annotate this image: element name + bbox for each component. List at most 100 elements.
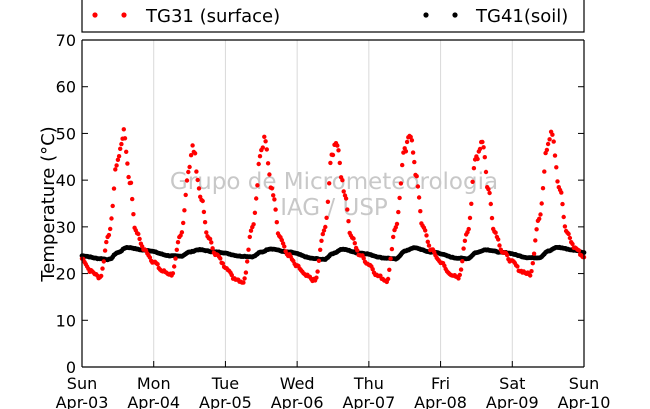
- watermark-line-1: Grupo de Micrometeorologia: [170, 169, 498, 195]
- x-tick-date-label: Apr-07: [342, 393, 395, 409]
- data-point: [409, 138, 415, 143]
- x-tick-day-label: Sun: [67, 374, 97, 393]
- data-point: [114, 163, 119, 168]
- watermark: Grupo de Micrometeorologia IAG / USP: [170, 169, 498, 221]
- data-point: [263, 139, 268, 144]
- data-point: [393, 225, 398, 230]
- data-point: [561, 214, 566, 220]
- data-point: [102, 248, 108, 253]
- data-point: [475, 156, 480, 162]
- data-point: [111, 186, 117, 191]
- data-point: [335, 143, 340, 148]
- data-point: [397, 195, 402, 201]
- data-point: [477, 146, 483, 152]
- data-point: [245, 259, 250, 264]
- data-point: [336, 148, 341, 153]
- legend-label-tg41: TG41(soil): [475, 6, 568, 27]
- data-point: [576, 248, 582, 253]
- data-point: [241, 280, 246, 285]
- data-point: [125, 161, 130, 166]
- data-point: [529, 269, 534, 274]
- data-point: [327, 181, 332, 186]
- legend-marker-tg31: [121, 12, 127, 18]
- data-point: [173, 256, 178, 261]
- data-point: [257, 154, 263, 159]
- data-point: [481, 145, 486, 150]
- data-point: [267, 172, 272, 177]
- data-point: [559, 190, 564, 195]
- data-point: [204, 230, 209, 235]
- data-point: [423, 228, 428, 233]
- data-point: [385, 276, 391, 282]
- data-point: [414, 174, 419, 179]
- data-point: [461, 246, 466, 251]
- data-point: [567, 235, 573, 241]
- y-tick-label: 10: [56, 311, 76, 330]
- data-point: [229, 272, 234, 278]
- data-point: [488, 201, 493, 207]
- data-point: [248, 228, 254, 233]
- data-point: [482, 155, 487, 160]
- data-point: [355, 248, 360, 253]
- data-point: [545, 141, 551, 147]
- data-point: [467, 215, 473, 221]
- data-point: [457, 272, 462, 278]
- y-ticks: 0 10 20 30 40 50 60 70: [56, 31, 584, 377]
- data-point: [273, 207, 278, 212]
- data-point: [196, 186, 202, 191]
- data-point: [352, 241, 357, 246]
- data-point: [192, 151, 198, 156]
- data-point: [131, 212, 136, 217]
- data-point: [493, 230, 498, 235]
- data-point: [462, 238, 468, 243]
- data-point: [469, 201, 474, 206]
- data-point: [539, 201, 544, 206]
- data-point: [179, 230, 185, 235]
- data-point: [410, 150, 416, 155]
- data-point: [282, 244, 287, 249]
- data-point: [416, 195, 422, 200]
- watermark-line-2: IAG / USP: [280, 195, 388, 221]
- data-point: [260, 145, 265, 150]
- data-point: [426, 243, 432, 248]
- data-point: [404, 139, 410, 145]
- data-point: [400, 162, 405, 168]
- data-point: [321, 228, 327, 233]
- data-point: [279, 237, 284, 243]
- x-ticks: SunApr-03MonApr-04TueApr-05WedApr-06ThuA…: [56, 361, 610, 409]
- data-point: [415, 184, 421, 189]
- x-tick-date-label: Apr-05: [199, 393, 252, 409]
- data-point: [181, 220, 186, 226]
- y-tick-label: 30: [56, 218, 76, 237]
- data-point: [104, 239, 109, 245]
- data-point: [544, 147, 550, 153]
- data-point: [170, 271, 176, 276]
- grid: [153, 40, 513, 367]
- data-point: [552, 153, 558, 158]
- data-point: [254, 196, 259, 201]
- data-point: [412, 159, 417, 165]
- data-point: [243, 270, 249, 275]
- data-point: [496, 237, 501, 242]
- data-point: [269, 186, 275, 191]
- axes: [81, 39, 585, 368]
- data-point: [187, 164, 192, 170]
- data-point: [456, 276, 461, 281]
- data-point: [534, 227, 539, 232]
- data-point: [272, 197, 277, 202]
- data-point: [194, 169, 199, 174]
- data-point: [345, 207, 350, 212]
- data-point: [515, 264, 520, 269]
- data-point: [184, 178, 190, 183]
- data-point: [251, 222, 256, 227]
- data-point: [425, 239, 430, 244]
- data-point: [122, 136, 128, 141]
- data-point: [314, 275, 319, 280]
- data-point: [106, 232, 112, 238]
- legend: TG31 (surface) TG41(soil): [81, 0, 585, 33]
- data-point: [483, 169, 489, 175]
- data-point: [246, 247, 251, 252]
- data-point: [550, 132, 555, 137]
- data-point: [394, 221, 400, 227]
